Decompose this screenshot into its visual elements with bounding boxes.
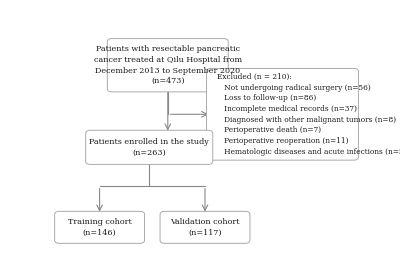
- Text: Patients with resectable pancreatic
cancer treated at Qilu Hospital from
Decembe: Patients with resectable pancreatic canc…: [94, 45, 242, 85]
- FancyBboxPatch shape: [107, 39, 228, 92]
- Text: Excluded (n = 210):
   Not undergoing radical surgery (n=56)
   Loss to follow-u: Excluded (n = 210): Not undergoing radic…: [217, 73, 400, 156]
- FancyBboxPatch shape: [86, 130, 213, 165]
- FancyBboxPatch shape: [160, 211, 250, 243]
- Text: Training cohort
(n=146): Training cohort (n=146): [68, 218, 132, 237]
- FancyBboxPatch shape: [206, 68, 358, 160]
- Text: Patients enrolled in the study
(n=263): Patients enrolled in the study (n=263): [89, 138, 209, 157]
- FancyBboxPatch shape: [55, 211, 144, 243]
- Text: Validation cohort
(n=117): Validation cohort (n=117): [170, 218, 240, 237]
